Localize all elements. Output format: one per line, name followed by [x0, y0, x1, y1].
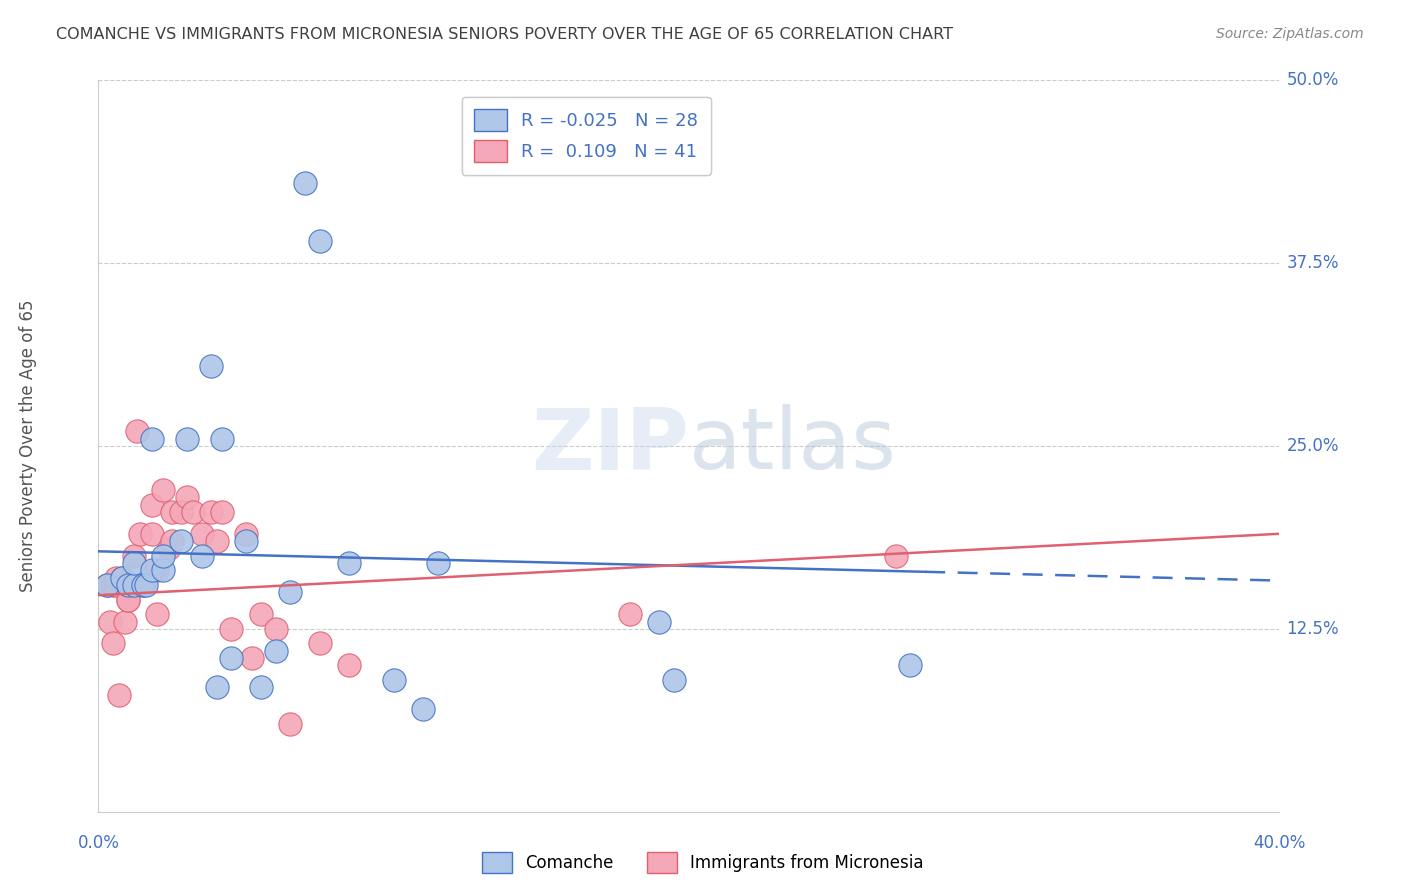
Point: [117, 592, 139, 607]
Text: 12.5%: 12.5%: [1286, 620, 1339, 638]
Point: [278, 717, 302, 731]
Text: 37.5%: 37.5%: [1286, 254, 1339, 272]
Point: [152, 563, 174, 577]
Point: [176, 432, 198, 446]
Point: [337, 556, 360, 570]
Point: [125, 425, 148, 439]
Point: [211, 505, 233, 519]
Point: [250, 681, 273, 695]
Point: [122, 556, 145, 570]
Text: atlas: atlas: [689, 404, 897, 488]
Point: [152, 549, 174, 563]
Point: [309, 234, 332, 248]
Point: [105, 578, 128, 592]
Point: [427, 556, 450, 570]
Point: [619, 607, 641, 622]
Point: [122, 549, 145, 563]
Point: [170, 534, 193, 549]
Point: [111, 571, 134, 585]
Point: [117, 592, 139, 607]
Point: [96, 578, 118, 592]
Text: 50.0%: 50.0%: [1286, 71, 1339, 89]
Point: [211, 432, 233, 446]
Point: [114, 615, 136, 629]
Point: [219, 651, 242, 665]
Point: [98, 615, 121, 629]
Point: [219, 622, 242, 636]
Text: ZIP: ZIP: [531, 404, 689, 488]
Point: [146, 607, 169, 622]
Text: Source: ZipAtlas.com: Source: ZipAtlas.com: [1216, 27, 1364, 41]
Point: [664, 673, 686, 687]
Point: [205, 534, 228, 549]
Point: [264, 622, 287, 636]
Point: [103, 578, 125, 592]
Point: [191, 526, 214, 541]
Point: [162, 534, 183, 549]
Point: [200, 359, 222, 373]
Text: 0.0%: 0.0%: [77, 834, 120, 852]
Point: [141, 526, 163, 541]
Point: [108, 688, 131, 702]
Point: [278, 585, 302, 599]
Text: 25.0%: 25.0%: [1286, 437, 1339, 455]
Point: [191, 549, 214, 563]
Point: [146, 563, 169, 577]
Point: [250, 607, 273, 622]
Point: [205, 681, 228, 695]
Point: [309, 636, 332, 650]
Point: [141, 563, 163, 577]
Point: [412, 702, 434, 716]
Point: [170, 505, 193, 519]
Point: [132, 578, 155, 592]
Point: [264, 644, 287, 658]
Point: [103, 636, 125, 650]
Point: [235, 526, 257, 541]
Point: [235, 534, 257, 549]
Point: [105, 571, 128, 585]
Point: [181, 505, 204, 519]
Point: [117, 578, 139, 592]
Point: [128, 526, 150, 541]
Point: [132, 578, 155, 592]
Legend: R = -0.025   N = 28, R =  0.109   N = 41: R = -0.025 N = 28, R = 0.109 N = 41: [461, 96, 711, 175]
Point: [141, 498, 163, 512]
Point: [200, 505, 222, 519]
Point: [111, 571, 134, 585]
Text: COMANCHE VS IMMIGRANTS FROM MICRONESIA SENIORS POVERTY OVER THE AGE OF 65 CORREL: COMANCHE VS IMMIGRANTS FROM MICRONESIA S…: [56, 27, 953, 42]
Point: [122, 578, 145, 592]
Point: [900, 658, 922, 673]
Point: [240, 651, 263, 665]
Point: [96, 578, 118, 592]
Point: [157, 541, 180, 556]
Point: [141, 432, 163, 446]
Point: [117, 578, 139, 592]
Point: [162, 505, 183, 519]
Point: [294, 176, 316, 190]
Point: [382, 673, 405, 687]
Point: [176, 490, 198, 504]
Point: [152, 483, 174, 497]
Text: Seniors Poverty Over the Age of 65: Seniors Poverty Over the Age of 65: [20, 300, 37, 592]
Point: [648, 615, 671, 629]
Text: 40.0%: 40.0%: [1253, 834, 1306, 852]
Point: [337, 658, 360, 673]
Point: [135, 578, 157, 592]
Legend: Comanche, Immigrants from Micronesia: Comanche, Immigrants from Micronesia: [475, 846, 931, 880]
Point: [884, 549, 907, 563]
